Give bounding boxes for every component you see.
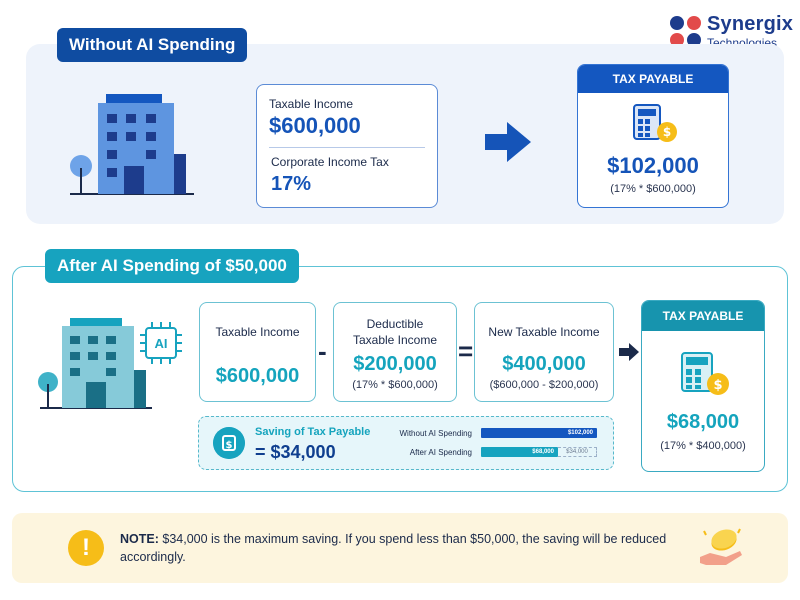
deductible-formula: (17% * $600,000) bbox=[352, 379, 438, 391]
building-ai-icon bbox=[38, 318, 182, 409]
bar-after-ai: $68,000 bbox=[481, 447, 558, 457]
coins-hand-icon bbox=[700, 528, 742, 565]
building-icon bbox=[70, 94, 194, 195]
new-taxable-income-label: New Taxable Income bbox=[488, 325, 600, 339]
tree-icon bbox=[70, 155, 92, 193]
taxable-income-value: $600,000 bbox=[269, 113, 361, 138]
equals-sign: = bbox=[458, 336, 474, 366]
calculator-icon: $ bbox=[681, 352, 729, 395]
tax-payable-formula-2: (17% * $400,000) bbox=[660, 440, 746, 452]
note-banner: ! NOTE: $34,000 is the maximum saving. I… bbox=[12, 513, 788, 583]
corporate-tax-label: Corporate Income Tax bbox=[271, 155, 389, 169]
logo-dots-icon bbox=[670, 16, 704, 48]
note-body: $34,000 is the maximum saving. If you sp… bbox=[120, 532, 667, 564]
money-icon: $ bbox=[213, 427, 245, 459]
arrow-right-icon bbox=[485, 122, 531, 162]
calculator-icon: $ bbox=[633, 104, 677, 142]
tax-payable-card-1: TAX PAYABLE $ $102,000 (17% * $600,000) bbox=[577, 64, 729, 208]
saving-label: Saving of Tax Payable bbox=[255, 426, 371, 438]
deductible-label-1: Deductible bbox=[366, 317, 424, 331]
ai-badge-label: AI bbox=[154, 336, 168, 351]
card-divider bbox=[269, 147, 425, 148]
logo-name: Synergix bbox=[707, 13, 794, 35]
new-taxable-income-card: New Taxable Income $400,000 ($600,000 - … bbox=[474, 302, 614, 402]
taxable-income-label: Taxable Income bbox=[269, 97, 354, 111]
after-ai-title: After AI Spending of $50,000 bbox=[45, 249, 299, 283]
bar-difference: $34,000 bbox=[558, 447, 597, 457]
bar-difference-label: $34,000 bbox=[566, 449, 588, 455]
taxable-income-label-2: Taxable Income bbox=[215, 325, 300, 339]
arrow-right-icon bbox=[619, 343, 639, 361]
svg-text:$: $ bbox=[663, 125, 671, 139]
tree-icon bbox=[38, 372, 58, 407]
deductible-label-2: Taxable Income bbox=[352, 333, 438, 347]
deductible-card: Deductible Taxable Income $200,000 (17% … bbox=[333, 302, 457, 402]
tax-payable-header-2: TAX PAYABLE bbox=[642, 301, 764, 331]
bar-label-without: Without AI Spending bbox=[399, 429, 473, 438]
note-prefix: NOTE: bbox=[120, 532, 159, 546]
tax-payable-value-2: $68,000 bbox=[666, 411, 740, 433]
bar-without-ai: $102,000 bbox=[481, 428, 597, 438]
saving-value: = $34,000 bbox=[255, 442, 336, 462]
corporate-tax-rate: 17% bbox=[271, 173, 312, 195]
svg-text:$: $ bbox=[226, 440, 233, 451]
deductible-value: $200,000 bbox=[353, 353, 437, 375]
taxable-income-card-2: Taxable Income $600,000 bbox=[199, 302, 316, 402]
ai-chip-icon bbox=[140, 322, 182, 364]
saving-box: $ Saving of Tax Payable = $34,000 Withou… bbox=[198, 416, 614, 470]
coin-icon bbox=[657, 122, 677, 142]
tax-payable-value-1: $102,000 bbox=[607, 153, 699, 178]
warning-icon: ! bbox=[68, 530, 104, 566]
bar-value-after: $68,000 bbox=[532, 449, 554, 455]
bar-value-without: $102,000 bbox=[567, 430, 593, 436]
without-ai-title: Without AI Spending bbox=[57, 28, 248, 62]
tax-payable-formula-1: (17% * $600,000) bbox=[610, 183, 696, 195]
note-text: NOTE: $34,000 is the maximum saving. If … bbox=[120, 530, 680, 566]
tax-payable-header: TAX PAYABLE bbox=[578, 65, 728, 93]
minus-sign: - bbox=[318, 336, 327, 366]
new-taxable-income-formula: ($600,000 - $200,000) bbox=[489, 379, 599, 391]
taxable-income-card: Taxable Income $600,000 Corporate Income… bbox=[256, 84, 438, 208]
new-taxable-income-value: $400,000 bbox=[502, 353, 586, 375]
coin-icon bbox=[707, 373, 729, 395]
svg-text:$: $ bbox=[713, 378, 722, 393]
bar-label-after: After AI Spending bbox=[409, 448, 472, 457]
tax-payable-card-2: TAX PAYABLE $ $68,000 (17% * $400,000) bbox=[641, 300, 765, 472]
taxable-income-value-2: $600,000 bbox=[215, 365, 300, 387]
